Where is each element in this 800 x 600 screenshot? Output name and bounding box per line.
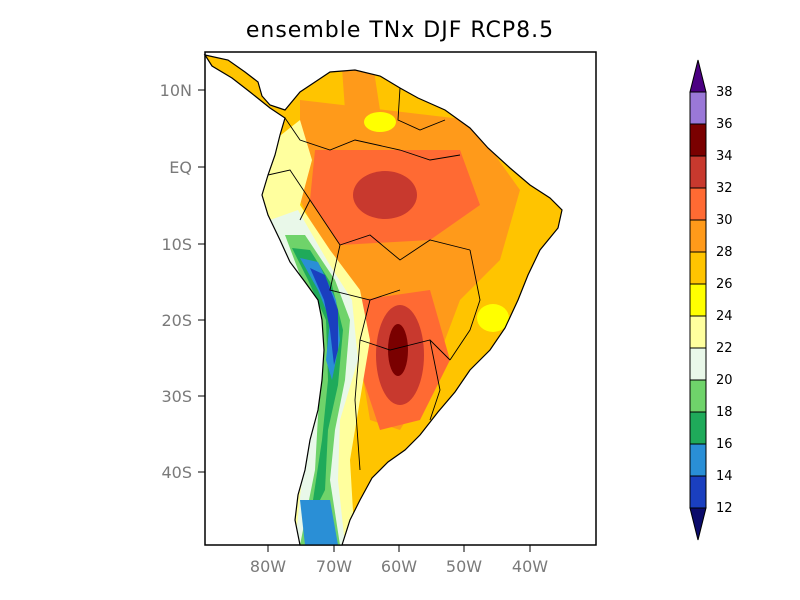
colorbar-swatch: [689, 123, 707, 157]
colorbar-level-label: 16: [716, 437, 733, 452]
colorbar-below-triangle: [689, 507, 707, 541]
zone-mid-blue-patagonia: [300, 500, 338, 545]
colorbar-swatch: [689, 315, 707, 349]
colorbar-swatch: [689, 219, 707, 253]
colorbar-level-label: 26: [716, 277, 733, 292]
colorbar-swatch: [689, 379, 707, 413]
colorbar-swatch: [689, 251, 707, 285]
colorbar-level-label: 34: [716, 149, 733, 164]
colorbar-level-label: 28: [716, 245, 733, 260]
lat-label-20s: 20S: [161, 311, 192, 330]
lat-label-10n: 10N: [160, 81, 192, 100]
colorbar-swatch: [689, 283, 707, 317]
zone-blue-andes: [310, 268, 338, 365]
colorbar-level-label: 24: [716, 309, 733, 324]
colorbar-level-label: 12: [716, 501, 733, 516]
lon-label-40w: 40W: [512, 557, 548, 576]
lon-label-50w: 50W: [446, 557, 482, 576]
colorbar-swatch: [689, 443, 707, 477]
colorbar-swatch: [689, 187, 707, 221]
zone-dark-red-amazon: [353, 171, 417, 219]
zone-yellow-guiana: [364, 112, 396, 132]
colorbar-level-label: 18: [716, 405, 733, 420]
country-borders: [267, 87, 481, 471]
lon-label-80w: 80W: [250, 557, 286, 576]
lat-label-eq: EQ: [169, 158, 192, 177]
lat-label-30s: 30S: [161, 387, 192, 406]
lon-label-70w: 70W: [316, 557, 352, 576]
colorbar-level-label: 14: [716, 469, 733, 484]
colorbar-level-label: 22: [716, 341, 733, 356]
lon-axis: 80W 70W 60W 50W 40W: [250, 545, 548, 576]
zone-maroon-core: [388, 324, 408, 376]
colorbar-above-triangle: [689, 59, 707, 93]
colorbar-swatch: [689, 347, 707, 381]
colorbar-level-label: 20: [716, 373, 733, 388]
colorbar-level-label: 38: [716, 85, 733, 100]
lat-label-10s: 10S: [161, 235, 192, 254]
colorbar-level-label: 36: [716, 117, 733, 132]
lat-label-40s: 40S: [161, 463, 192, 482]
colorbar-swatch: [689, 155, 707, 189]
lon-label-60w: 60W: [381, 557, 417, 576]
colorbar-swatch: [689, 91, 707, 125]
colorbar-swatch: [689, 475, 707, 509]
zone-yellow-brazil: [477, 304, 509, 332]
colorbar-swatch: [689, 411, 707, 445]
lat-axis: 10N EQ 10S 20S 30S 40S: [160, 81, 205, 482]
colorbar: 12 14 16 18 20 22 24 26 28 30 32 34 36 38: [689, 59, 733, 541]
colorbar-level-label: 30: [716, 213, 733, 228]
colorbar-level-label: 32: [716, 181, 733, 196]
map-title: ensemble TNx DJF RCP8.5: [245, 18, 555, 43]
